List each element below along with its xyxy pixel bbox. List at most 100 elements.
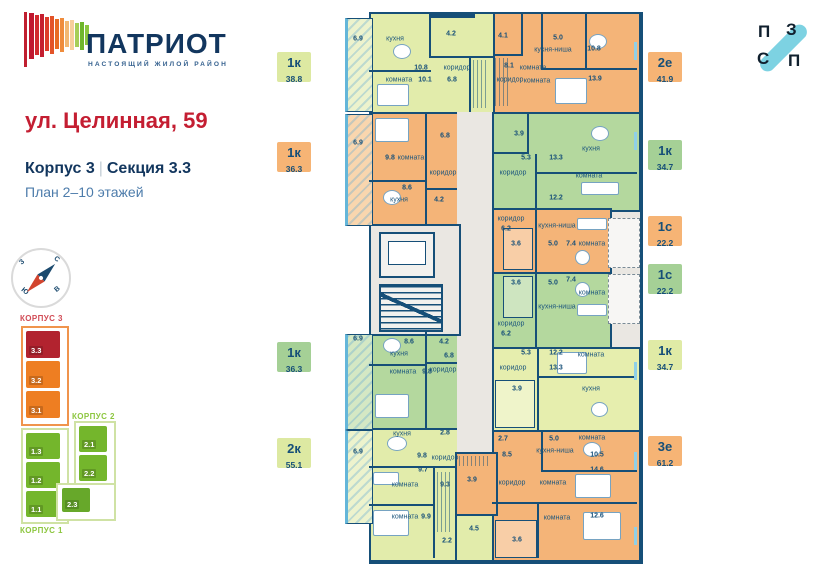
brand-logo: ПАТРИОТ НАСТОЯЩИЙ ЖИЛОЙ РАЙОН (0, 0, 230, 90)
room-area: 3.9 (512, 385, 522, 393)
room-name: кухня-ниша (536, 447, 574, 455)
room-area: 3.9 (467, 476, 477, 484)
divider: | (98, 160, 103, 177)
furniture-table (393, 44, 411, 59)
room-area: 9.8 (385, 154, 395, 162)
unit-label-r1[interactable]: 2е 41.9 (648, 52, 682, 84)
building-label: Корпус 3 (25, 160, 95, 177)
room-area: 6.8 (444, 352, 454, 360)
apartment-r6-3e-61-2[interactable] (492, 430, 641, 562)
legend-section-3-1[interactable]: 3.1 (26, 391, 60, 418)
room-area: 8.6 (404, 338, 414, 346)
room-area: 5.0 (548, 240, 558, 248)
legend-section-2-1[interactable]: 2.1 (79, 426, 107, 452)
room-name: коридор (443, 64, 471, 72)
apartment-r2-1k-34-7[interactable] (492, 112, 641, 212)
flag-bar (70, 20, 74, 50)
unit-label-l4[interactable]: 2к 55.1 (277, 438, 311, 470)
unit-label-r6[interactable]: 3е 61.2 (648, 436, 682, 468)
wall (493, 54, 523, 56)
section-label: Секция 3.3 (106, 160, 192, 177)
unit-label-l2[interactable]: 1к 36.3 (277, 142, 311, 174)
room-area: 9.8 (417, 452, 427, 460)
room-area: 4.2 (439, 338, 449, 346)
unit-label-r4[interactable]: 1с 22.2 (648, 264, 682, 296)
bathroom (503, 276, 533, 318)
furniture-bed (575, 474, 611, 498)
room-area: 6.2 (501, 330, 511, 338)
open-balcony-r4 (608, 274, 640, 324)
room-area: 12.6 (590, 512, 604, 520)
wall (537, 502, 539, 558)
room-name: кухня (582, 145, 600, 153)
pzsp-letter: П (758, 22, 771, 41)
apartment-l4-wing[interactable] (455, 512, 497, 562)
room-name: коридор (431, 454, 459, 462)
window (634, 132, 637, 150)
flag-bar (35, 15, 39, 55)
furniture-sofa (581, 182, 619, 195)
unit-label-r5[interactable]: 1к 34.7 (648, 340, 682, 372)
room-area: 5.0 (548, 279, 558, 287)
room-area: 13.3 (549, 364, 563, 372)
room-area: 5.3 (521, 154, 531, 162)
furniture-table (591, 126, 609, 141)
legend-section-2-3[interactable]: 2.3 (62, 488, 90, 512)
room-area: 3.9 (514, 130, 524, 138)
room-area: 2.2 (442, 537, 452, 545)
room-name: комната (578, 434, 606, 442)
wall (425, 362, 457, 364)
room-name: кухня (386, 35, 404, 43)
room-name: комната (391, 481, 419, 489)
wall (369, 364, 427, 366)
legend-section-1-1[interactable]: 1.1 (26, 491, 60, 517)
furniture-table (575, 282, 590, 297)
unit-label-l1[interactable]: 1к 38.8 (277, 52, 311, 84)
legend-section-1-3[interactable]: 1.3 (26, 433, 60, 459)
room-area: 2.7 (498, 435, 508, 443)
window (634, 452, 637, 470)
flag-bar (65, 21, 69, 47)
elevator (379, 232, 435, 278)
legend-section-2-2[interactable]: 2.2 (79, 455, 107, 481)
window (634, 42, 637, 60)
unit-label-r2[interactable]: 1к 34.7 (648, 140, 682, 172)
room-area: 8.1 (504, 62, 514, 70)
room-area: 7.4 (566, 240, 576, 248)
room-area: 3.6 (511, 240, 521, 248)
legend-korpus3-label: КОРПУС 3 (20, 314, 63, 323)
room-area: 9.3 (440, 481, 450, 489)
brand-name: ПАТРИОТ (86, 28, 227, 59)
unit-label-l3[interactable]: 1к 36.3 (277, 342, 311, 374)
area-balcony-l1: 6.9 (353, 35, 363, 43)
balcony-l4 (345, 430, 373, 524)
wall (425, 112, 427, 224)
wall (369, 504, 435, 506)
legend-section-3-2[interactable]: 3.2 (26, 361, 60, 388)
area-balcony-l2: 6.9 (353, 139, 363, 147)
legend-section-1-2[interactable]: 1.2 (26, 462, 60, 488)
room-name: коридор (497, 215, 525, 223)
room-name: комната (389, 368, 417, 376)
room-area: 13.9 (588, 75, 602, 83)
building-section-line: Корпус 3 | Секция 3.3 (25, 160, 191, 178)
flag-bar (80, 22, 84, 50)
room-area: 8.6 (402, 184, 412, 192)
furniture-table (591, 402, 608, 417)
room-name: кухня (582, 385, 600, 393)
unit-label-r3[interactable]: 1с 22.2 (648, 216, 682, 248)
wall (425, 188, 457, 190)
wall (535, 208, 537, 272)
room-name: комната (575, 172, 603, 180)
wardrobe-hatch (459, 456, 489, 466)
window (634, 527, 637, 545)
room-name: коридор (498, 479, 526, 487)
legend-section-3-3[interactable]: 3.3 (26, 331, 60, 358)
room-area: 14.6 (590, 466, 604, 474)
wardrobe-hatch (473, 60, 487, 108)
room-area: 6.8 (447, 76, 457, 84)
room-name: комната (385, 76, 413, 84)
area-balcony-l3: 6.9 (353, 335, 363, 343)
balcony-l3 (345, 334, 373, 430)
room-area: 2.8 (440, 429, 450, 437)
